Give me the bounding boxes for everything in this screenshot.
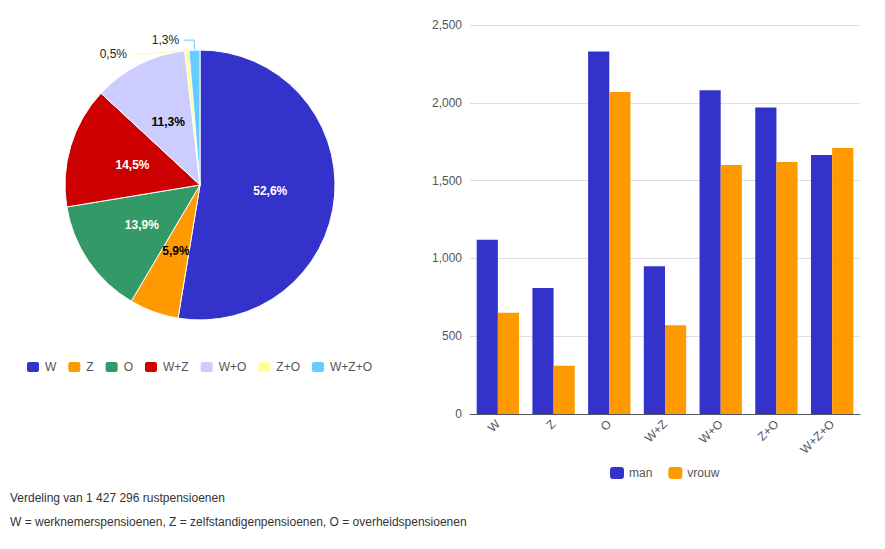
svg-text:Z: Z — [86, 360, 93, 374]
svg-text:W+Z+O: W+Z+O — [798, 417, 838, 457]
svg-text:500: 500 — [442, 329, 462, 343]
svg-text:W+O: W+O — [219, 360, 247, 374]
svg-text:1,000: 1,000 — [432, 251, 462, 265]
svg-text:W+Z+O: W+Z+O — [330, 360, 372, 374]
svg-text:5,9%: 5,9% — [162, 244, 190, 258]
svg-text:Z+O: Z+O — [276, 360, 300, 374]
svg-text:11,3%: 11,3% — [152, 115, 186, 129]
svg-text:2,500: 2,500 — [432, 18, 462, 32]
svg-text:Verdeling van 1 427 296 rustpe: Verdeling van 1 427 296 rustpensioenen — [10, 491, 225, 505]
svg-text:14,5%: 14,5% — [115, 158, 149, 172]
svg-text:2,000: 2,000 — [432, 96, 462, 110]
svg-text:Z+O: Z+O — [755, 417, 782, 444]
svg-text:W: W — [485, 417, 503, 435]
svg-text:W: W — [45, 360, 57, 374]
svg-text:0,5%: 0,5% — [100, 47, 128, 61]
svg-text:O: O — [124, 360, 133, 374]
svg-text:W = werknemerspensioenen, Z =: W = werknemerspensioenen, Z = zelfstandi… — [10, 515, 467, 529]
svg-text:vrouw: vrouw — [687, 466, 719, 480]
svg-text:Z: Z — [543, 417, 558, 432]
svg-text:13,9%: 13,9% — [125, 218, 159, 232]
svg-text:52,6%: 52,6% — [253, 184, 287, 198]
svg-text:W+Z: W+Z — [642, 417, 670, 445]
svg-text:1,3%: 1,3% — [152, 33, 180, 47]
svg-text:W+O: W+O — [696, 417, 725, 446]
svg-text:O: O — [598, 417, 614, 433]
svg-text:W+Z: W+Z — [163, 360, 189, 374]
svg-text:0: 0 — [455, 407, 462, 421]
svg-text:1,500: 1,500 — [432, 174, 462, 188]
svg-text:man: man — [629, 466, 652, 480]
